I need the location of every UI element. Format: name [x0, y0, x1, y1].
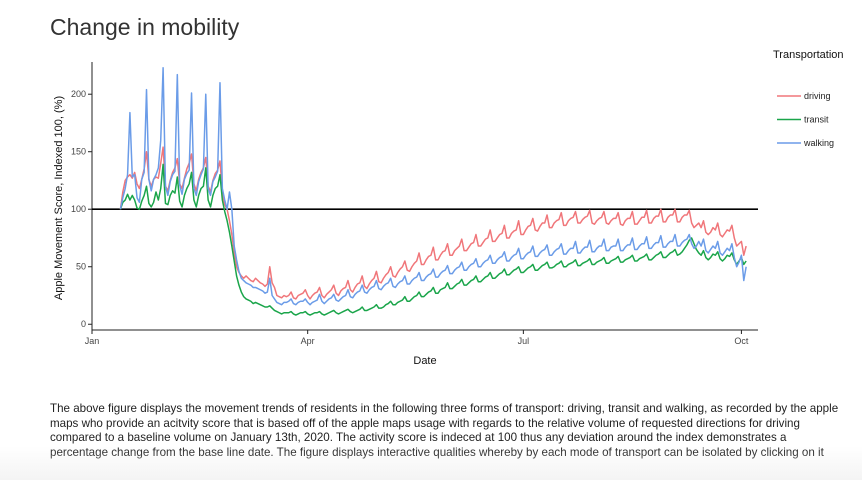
x-tick-label: Apr: [301, 336, 315, 346]
figure-caption: The above figure displays the movement t…: [50, 402, 839, 459]
x-tick-label: Oct: [734, 336, 749, 346]
series-line-transit[interactable]: [119, 163, 747, 316]
y-tick-label: 200: [71, 89, 86, 99]
legend-title: Transportation: [773, 49, 844, 61]
legend-label: transit: [804, 115, 829, 125]
legend-item-transit[interactable]: transit: [777, 115, 829, 125]
series-lines[interactable]: [119, 67, 747, 316]
y-tick-label: 0: [81, 319, 86, 329]
series-line-driving[interactable]: [119, 146, 747, 300]
y-axis-title: Apple Movement Score, Indexed 100, (%): [53, 96, 65, 300]
x-tick-label: Jul: [518, 336, 530, 346]
legend[interactable]: Transportation driving transit walking: [773, 49, 844, 148]
legend-item-driving[interactable]: driving: [777, 91, 831, 101]
y-axis: 0 50 100 150 200: [71, 62, 93, 330]
legend-label: driving: [804, 91, 831, 101]
series-line-walking[interactable]: [119, 67, 747, 306]
y-tick-label: 100: [71, 204, 86, 214]
legend-item-walking[interactable]: walking: [777, 138, 834, 148]
mobility-line-chart[interactable]: 0 50 100 150 200 Jan Apr Jul Oct Transportation…: [0, 0, 862, 400]
x-axis-title: Date: [413, 355, 436, 367]
y-tick-label: 50: [76, 262, 86, 272]
chart-title: Change in mobility: [50, 14, 240, 40]
x-tick-label: Jan: [85, 336, 100, 346]
x-axis: Jan Apr Jul Oct: [85, 329, 758, 346]
legend-label: walking: [803, 138, 834, 148]
y-tick-label: 150: [71, 147, 86, 157]
